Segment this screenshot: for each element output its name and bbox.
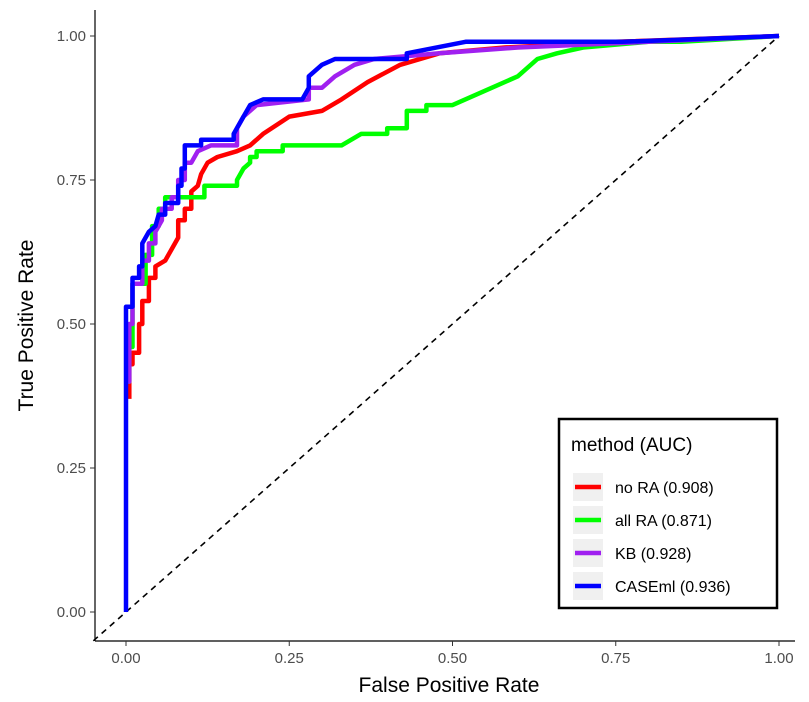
x-axis-title: False Positive Rate (359, 674, 540, 697)
x-tick-label: 0.00 (111, 650, 140, 667)
y-tick-label: 0.00 (57, 604, 86, 621)
legend: method (AUC) no RA (0.908) all RA (0.871)… (557, 417, 779, 610)
legend-item: all RA (0.871) (573, 506, 712, 534)
y-ticks: 0.00 0.25 0.50 0.75 1.00 (57, 28, 95, 621)
x-tick-label: 0.50 (438, 650, 467, 667)
legend-item: no RA (0.908) (573, 473, 714, 501)
plot-area (92, 33, 780, 642)
legend-items: no RA (0.908) all RA (0.871) KB (0.928) CAS… (573, 473, 731, 600)
legend-label: CASEml (0.936) (615, 579, 731, 596)
x-tick-label: 1.00 (764, 650, 793, 667)
y-tick-label: 0.25 (57, 460, 86, 477)
x-tick-label: 0.25 (275, 650, 304, 667)
legend-item: KB (0.928) (573, 539, 691, 567)
legend-title: method (AUC) (571, 435, 692, 456)
series-line-3 (123, 33, 780, 612)
series-line-0 (127, 33, 780, 399)
series-line-2 (126, 33, 780, 384)
legend-label: KB (0.928) (615, 546, 691, 563)
axes: 0.00 0.25 0.50 0.75 1.00 0.00 0.25 0.50 0.75 1.0… (15, 10, 795, 697)
x-tick-label: 0.75 (601, 650, 630, 667)
legend-label: all RA (0.871) (615, 513, 712, 530)
legend-item: CASEml (0.936) (573, 572, 731, 600)
legend-label: no RA (0.908) (615, 480, 714, 497)
series-line-1 (126, 33, 780, 384)
diagonal-reference-line (92, 35, 780, 642)
y-tick-label: 1.00 (57, 28, 86, 45)
y-axis-title: True Positive Rate (15, 240, 38, 412)
y-tick-label: 0.50 (57, 316, 86, 333)
x-ticks: 0.00 0.25 0.50 0.75 1.00 (111, 641, 794, 667)
y-tick-label: 0.75 (57, 172, 86, 189)
